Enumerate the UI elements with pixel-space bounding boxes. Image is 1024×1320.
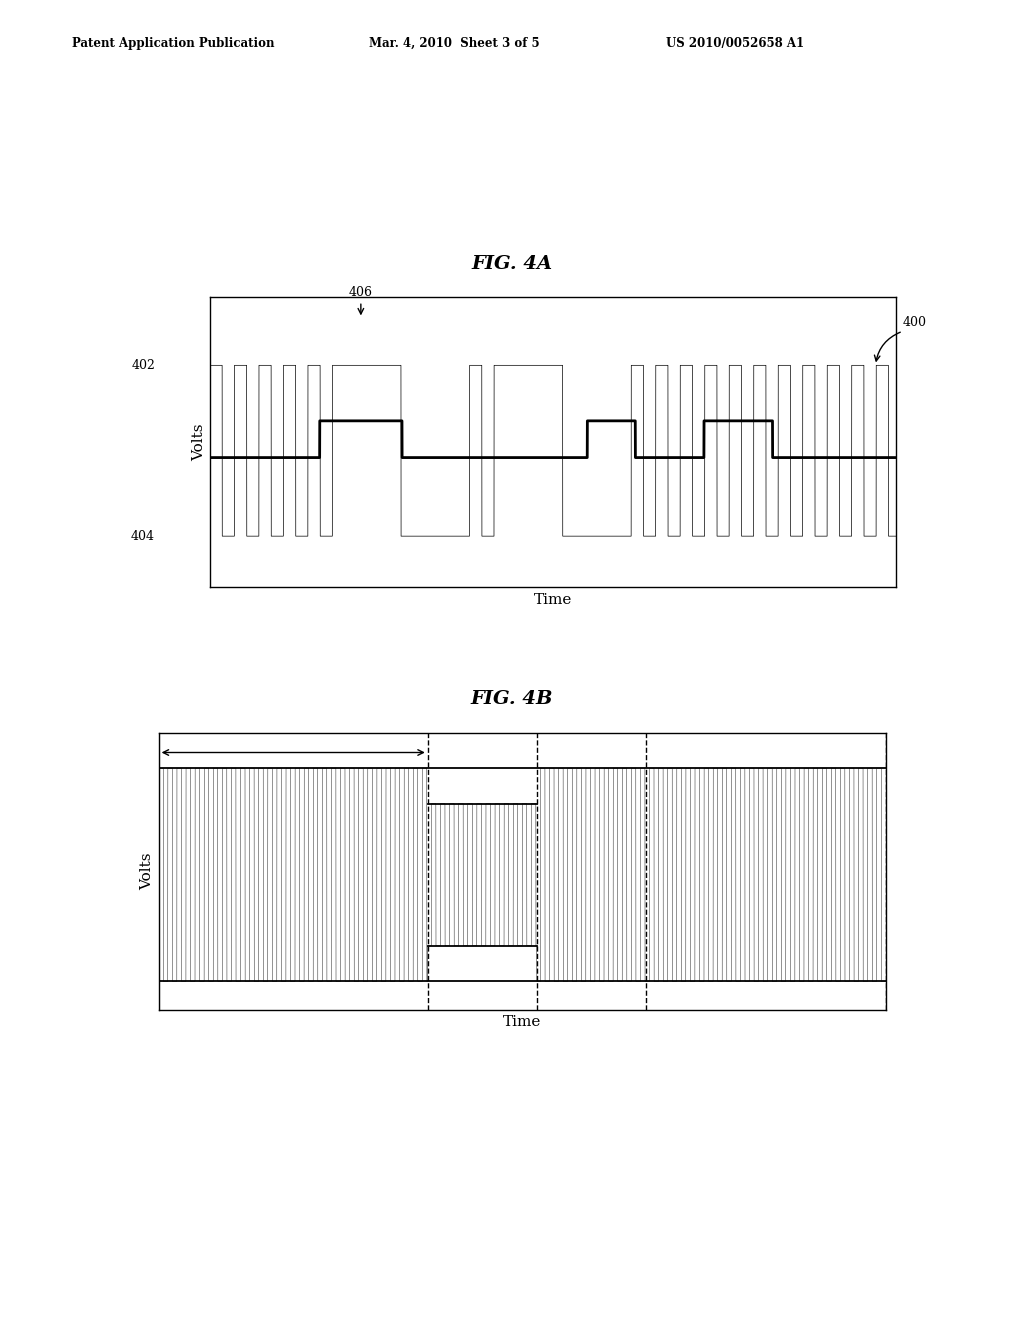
Text: US 2010/0052658 A1: US 2010/0052658 A1 bbox=[666, 37, 804, 50]
Text: Patent Application Publication: Patent Application Publication bbox=[72, 37, 274, 50]
Y-axis label: Volts: Volts bbox=[140, 853, 155, 890]
X-axis label: Time: Time bbox=[534, 593, 572, 607]
Text: 402: 402 bbox=[131, 359, 155, 372]
Text: Mar. 4, 2010  Sheet 3 of 5: Mar. 4, 2010 Sheet 3 of 5 bbox=[369, 37, 540, 50]
Text: 406: 406 bbox=[349, 285, 373, 298]
Text: 404: 404 bbox=[131, 529, 155, 543]
X-axis label: Time: Time bbox=[503, 1015, 542, 1030]
Text: FIG. 4A: FIG. 4A bbox=[471, 255, 553, 273]
Y-axis label: Volts: Volts bbox=[191, 424, 206, 461]
Text: FIG. 4B: FIG. 4B bbox=[471, 689, 553, 708]
Text: 400: 400 bbox=[903, 315, 927, 329]
